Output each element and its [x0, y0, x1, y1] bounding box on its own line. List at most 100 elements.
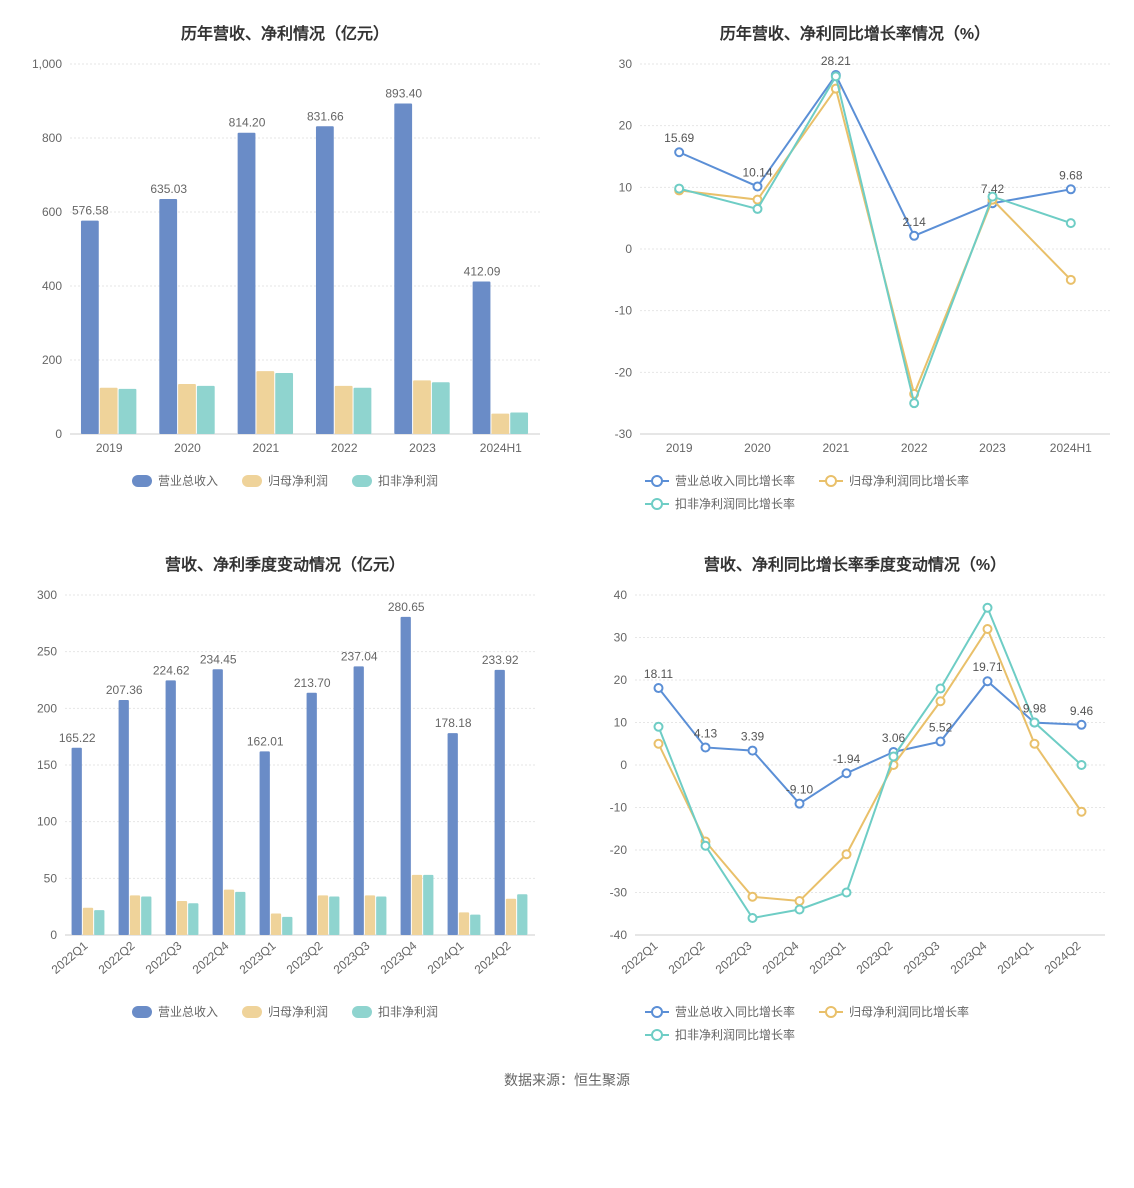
svg-text:207.36: 207.36 [106, 683, 143, 697]
svg-text:2021: 2021 [822, 441, 849, 455]
svg-text:30: 30 [619, 57, 633, 71]
svg-text:-30: -30 [615, 427, 633, 441]
legend-swatch [352, 475, 372, 487]
legend-item: 归母净利润同比增长率 [819, 472, 969, 489]
chart-grid: 历年营收、净利情况（亿元） 02004006008001,000576.5820… [10, 10, 1124, 1052]
legend-label: 归母净利润 [268, 472, 328, 489]
chart-title: 历年营收、净利情况（亿元） [15, 20, 555, 44]
legend-item: 归母净利润同比增长率 [819, 1003, 969, 1020]
legend-p1: 营业总收入 归母净利润 扣非净利润 [15, 464, 555, 493]
line-chart-svg: -30-20-10010203015.6910.1428.212.147.429… [585, 54, 1125, 464]
svg-text:100: 100 [37, 815, 57, 829]
svg-text:2019: 2019 [96, 441, 123, 455]
svg-text:2020: 2020 [744, 441, 771, 455]
svg-text:5.52: 5.52 [929, 721, 953, 735]
legend-swatch [819, 474, 843, 488]
svg-text:28.21: 28.21 [821, 54, 851, 68]
svg-text:20: 20 [614, 673, 628, 687]
svg-text:2022Q1: 2022Q1 [619, 938, 661, 976]
svg-text:300: 300 [37, 588, 57, 602]
svg-text:10.14: 10.14 [742, 165, 772, 179]
bar-chart-svg: 050100150200250300165.222022Q1207.362022… [15, 585, 550, 995]
chart-area-p4: -40-30-20-1001020304018.114.133.39-9.10-… [585, 585, 1125, 995]
legend-label: 营业总收入同比增长率 [675, 472, 795, 489]
legend-item: 扣非净利润同比增长率 [645, 495, 795, 512]
legend-item: 归母净利润 [242, 472, 328, 489]
svg-text:2022Q3: 2022Q3 [143, 938, 185, 976]
legend-p4: 营业总收入同比增长率 归母净利润同比增长率扣非净利润同比增长率 [585, 995, 1125, 1047]
svg-text:576.58: 576.58 [72, 204, 109, 218]
svg-text:-20: -20 [610, 843, 628, 857]
legend-swatch [242, 1006, 262, 1018]
svg-text:0: 0 [620, 758, 627, 772]
legend-swatch [819, 1005, 843, 1019]
legend-item: 营业总收入 [132, 472, 218, 489]
legend-label: 扣非净利润 [378, 1003, 438, 1020]
svg-text:2022Q4: 2022Q4 [760, 938, 802, 976]
legend-swatch [132, 475, 152, 487]
legend-swatch [242, 475, 262, 487]
svg-text:2024Q1: 2024Q1 [425, 938, 467, 976]
svg-text:40: 40 [614, 588, 628, 602]
svg-text:-30: -30 [610, 886, 628, 900]
svg-text:2022Q4: 2022Q4 [190, 938, 232, 976]
chart-title: 营收、净利同比增长率季度变动情况（%） [585, 551, 1125, 575]
svg-text:2024H1: 2024H1 [480, 441, 522, 455]
svg-text:2023Q3: 2023Q3 [331, 938, 373, 976]
legend-swatch [645, 474, 669, 488]
legend-swatch [132, 1006, 152, 1018]
panel-annual-growth: 历年营收、净利同比增长率情况（%） -30-20-10010203015.691… [580, 10, 1130, 521]
svg-text:2019: 2019 [666, 441, 693, 455]
legend-swatch [645, 1028, 669, 1042]
svg-text:30: 30 [614, 631, 628, 645]
svg-text:2022: 2022 [901, 441, 928, 455]
legend-item: 营业总收入同比增长率 [645, 1003, 795, 1020]
svg-text:2023: 2023 [979, 441, 1006, 455]
svg-text:150: 150 [37, 758, 57, 772]
svg-text:165.22: 165.22 [59, 731, 96, 745]
svg-text:178.18: 178.18 [435, 716, 472, 730]
svg-text:10: 10 [619, 180, 633, 194]
svg-text:19.71: 19.71 [972, 660, 1002, 674]
legend-label: 归母净利润同比增长率 [849, 472, 969, 489]
svg-text:0: 0 [50, 928, 57, 942]
svg-text:814.20: 814.20 [229, 116, 266, 130]
svg-text:2022Q1: 2022Q1 [49, 938, 91, 976]
svg-text:2024Q2: 2024Q2 [1042, 938, 1084, 976]
svg-text:-9.10: -9.10 [786, 783, 814, 797]
svg-text:2023: 2023 [409, 441, 436, 455]
legend-label: 归母净利润 [268, 1003, 328, 1020]
svg-text:4.13: 4.13 [694, 726, 718, 740]
svg-text:-10: -10 [615, 304, 633, 318]
svg-text:3.39: 3.39 [741, 730, 765, 744]
svg-text:250: 250 [37, 645, 57, 659]
svg-text:9.46: 9.46 [1070, 704, 1094, 718]
legend-p3: 营业总收入 归母净利润 扣非净利润 [15, 995, 555, 1024]
legend-p2: 营业总收入同比增长率 归母净利润同比增长率扣非净利润同比增长率 [585, 464, 1125, 516]
svg-text:15.69: 15.69 [664, 131, 694, 145]
legend-label: 营业总收入 [158, 1003, 218, 1020]
chart-area-p1: 02004006008001,000576.582019635.03202081… [15, 54, 555, 464]
panel-quarterly-growth: 营收、净利同比增长率季度变动情况（%） -40-30-20-1001020304… [580, 541, 1130, 1052]
legend-swatch [645, 1005, 669, 1019]
svg-text:412.09: 412.09 [464, 265, 501, 279]
svg-text:10: 10 [614, 716, 628, 730]
svg-text:237.04: 237.04 [341, 649, 378, 663]
legend-label: 扣非净利润 [378, 472, 438, 489]
svg-text:2023Q1: 2023Q1 [237, 938, 279, 976]
svg-text:1,000: 1,000 [32, 57, 62, 71]
svg-text:2022Q2: 2022Q2 [666, 938, 708, 976]
svg-text:2023Q4: 2023Q4 [948, 938, 990, 976]
legend-item: 归母净利润 [242, 1003, 328, 1020]
legend-label: 归母净利润同比增长率 [849, 1003, 969, 1020]
legend-label: 扣非净利润同比增长率 [675, 1026, 795, 1043]
svg-text:7.42: 7.42 [981, 182, 1005, 196]
svg-text:233.92: 233.92 [482, 653, 519, 667]
chart-title: 历年营收、净利同比增长率情况（%） [585, 20, 1125, 44]
panel-annual-values: 历年营收、净利情况（亿元） 02004006008001,000576.5820… [10, 10, 560, 521]
legend-item: 营业总收入 [132, 1003, 218, 1020]
svg-text:3.06: 3.06 [882, 731, 906, 745]
svg-text:2023Q1: 2023Q1 [807, 938, 849, 976]
svg-text:18.11: 18.11 [644, 667, 673, 681]
svg-text:-20: -20 [615, 365, 633, 379]
